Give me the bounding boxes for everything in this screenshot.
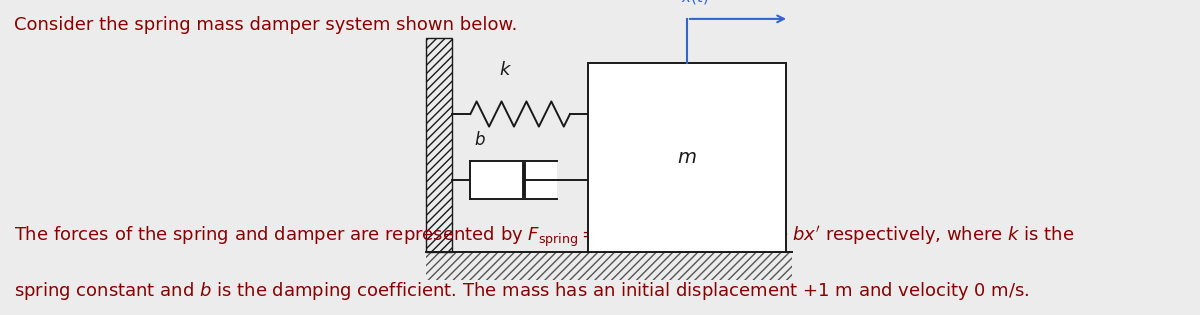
Text: Consider the spring mass damper system shown below.: Consider the spring mass damper system s… <box>14 16 517 34</box>
Bar <box>426 252 792 280</box>
Text: spring constant and $b$ is the damping coefficient. The mass has an initial disp: spring constant and $b$ is the damping c… <box>14 280 1030 302</box>
Text: $m$: $m$ <box>677 148 697 167</box>
Bar <box>426 38 452 252</box>
Bar <box>470 161 557 199</box>
Text: The forces of the spring and damper are represented by $F_{\mathrm{spring}} = -k: The forces of the spring and damper are … <box>14 225 1075 250</box>
Text: $x(t)$: $x(t)$ <box>682 0 709 6</box>
Text: $k$: $k$ <box>499 61 511 79</box>
Bar <box>588 63 786 252</box>
Text: $b$: $b$ <box>474 131 486 149</box>
